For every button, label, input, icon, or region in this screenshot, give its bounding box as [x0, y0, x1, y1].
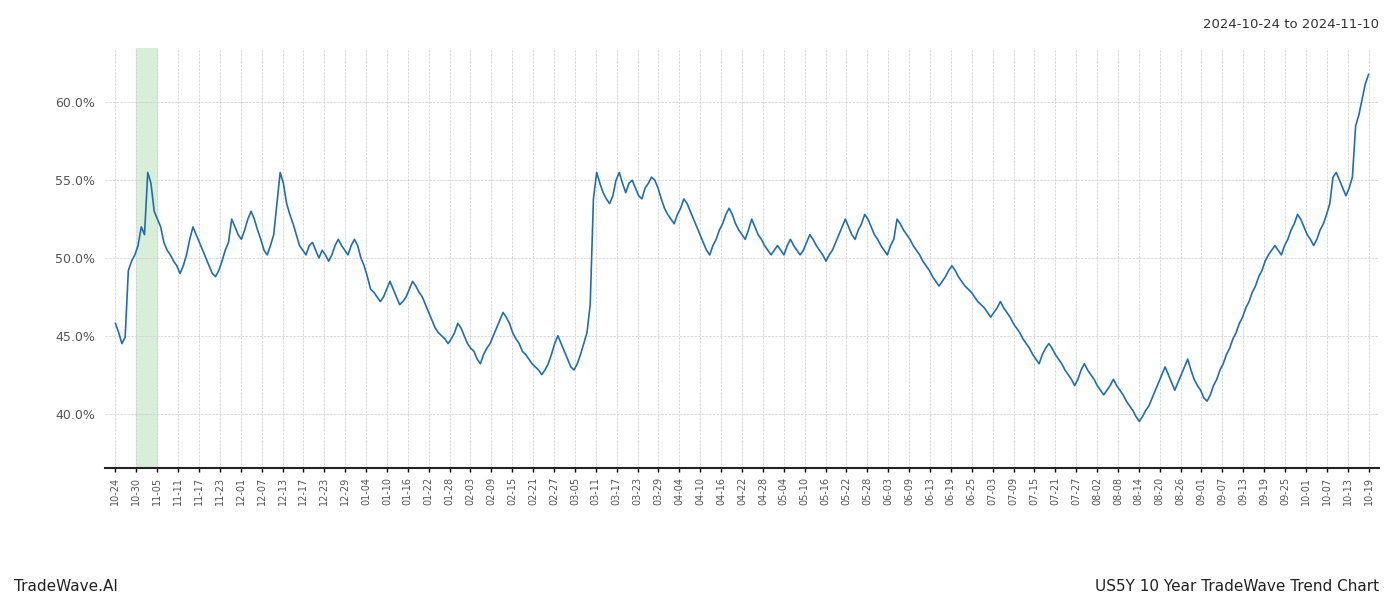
- Text: US5Y 10 Year TradeWave Trend Chart: US5Y 10 Year TradeWave Trend Chart: [1095, 579, 1379, 594]
- Text: 2024-10-24 to 2024-11-10: 2024-10-24 to 2024-11-10: [1203, 18, 1379, 31]
- Bar: [136, 48, 157, 468]
- Text: TradeWave.AI: TradeWave.AI: [14, 579, 118, 594]
